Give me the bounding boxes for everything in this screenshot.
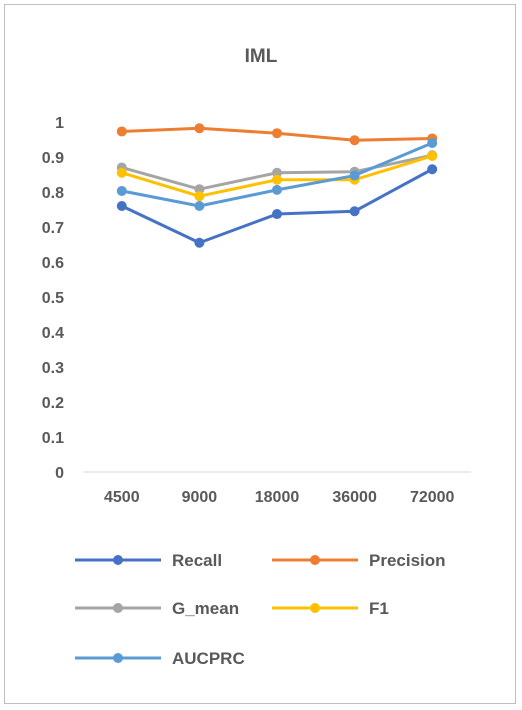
data-point [194, 201, 205, 211]
data-point [116, 167, 127, 178]
data-point [116, 126, 127, 137]
x-tick-label: 36000 [332, 489, 377, 506]
y-tick-label: 0.6 [42, 255, 64, 272]
series-aucprc [116, 138, 438, 211]
data-point [427, 164, 438, 175]
x-tick-label: 72000 [410, 489, 455, 506]
data-point [116, 185, 127, 196]
data-point [116, 201, 127, 211]
y-axis-ticks: 0 0.1 0.2 0.3 0.4 0.5 0.6 0.7 0.8 0.9 1 [42, 115, 64, 482]
y-tick-label: 0.4 [42, 325, 64, 342]
data-point [272, 128, 282, 139]
legend-label: G_mean [172, 599, 239, 618]
data-point [194, 191, 205, 202]
y-tick-label: 0.2 [42, 395, 64, 412]
y-tick-label: 0.8 [42, 185, 64, 202]
data-point [194, 237, 205, 248]
legend-item: Recall [75, 551, 222, 570]
legend-item: AUCPRC [75, 649, 245, 668]
legend-item: Precision [272, 551, 446, 570]
x-tick-label: 4500 [104, 489, 140, 506]
y-tick-label: 0.7 [42, 220, 64, 237]
data-point [272, 167, 282, 178]
legend-label: Recall [172, 551, 222, 570]
series-recall [116, 164, 438, 248]
x-tick-label: 9000 [182, 489, 218, 506]
chart-frame [4, 4, 516, 704]
y-tick-label: 1 [55, 115, 64, 132]
y-tick-label: 0.1 [42, 430, 64, 447]
legend-label: AUCPRC [172, 649, 245, 668]
legend-item: G_mean [75, 599, 239, 618]
legend-item: F1 [272, 599, 389, 618]
x-tick-label: 18000 [255, 489, 300, 506]
data-point [194, 123, 205, 134]
data-point [427, 150, 438, 161]
y-tick-label: 0 [55, 465, 64, 482]
legend-swatch-marker [113, 653, 123, 663]
data-point [349, 170, 360, 181]
legend-swatch-marker [310, 603, 320, 613]
series-group [116, 123, 438, 248]
data-point [349, 206, 360, 217]
chart-title: IML [245, 46, 278, 67]
legend-label: Precision [369, 551, 446, 570]
legend-swatch-marker [113, 603, 123, 613]
y-tick-label: 0.5 [42, 290, 64, 307]
data-point [349, 135, 360, 146]
legend-label: F1 [369, 599, 389, 618]
x-axis-ticks: 4500 9000 18000 36000 72000 [104, 489, 455, 506]
data-point [272, 209, 282, 220]
data-point [194, 184, 205, 195]
legend-swatch-marker [310, 555, 320, 565]
data-point [272, 184, 282, 195]
data-point [272, 174, 282, 185]
legend: Recall Precision G_mean F1 AUCPRC [75, 551, 446, 668]
legend-swatch-marker [113, 555, 123, 565]
series-precision [116, 123, 438, 146]
y-tick-label: 0.9 [42, 150, 64, 167]
y-tick-label: 0.3 [42, 360, 64, 377]
data-point [427, 138, 438, 148]
